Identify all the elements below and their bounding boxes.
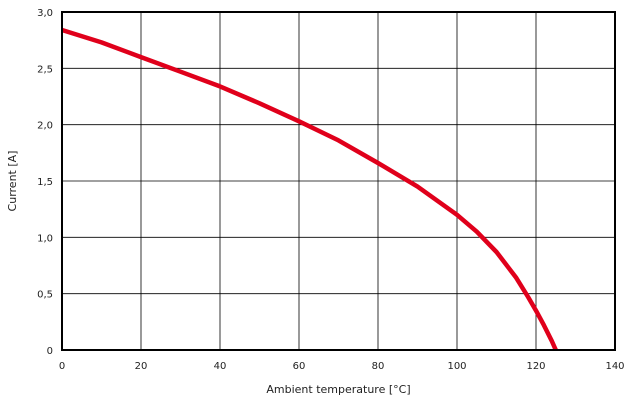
y-tick-labels: 0 0,5 1,0 1,5 2,0 2,5 3,0	[37, 8, 53, 357]
x-tick-label: 0	[59, 361, 65, 372]
x-tick-label: 40	[214, 361, 227, 372]
x-tick-label: 60	[293, 361, 306, 372]
y-tick-label: 3,0	[37, 8, 53, 19]
y-tick-label: 1,0	[37, 233, 53, 244]
x-tick-label: 80	[372, 361, 385, 372]
x-axis-title: Ambient temperature [°C]	[266, 383, 410, 396]
x-tick-label: 100	[447, 361, 466, 372]
plot-frame	[61, 11, 616, 351]
grid	[61, 11, 616, 351]
series-line	[61, 27, 558, 351]
y-axis-title: Current [A]	[6, 151, 19, 212]
series-layer	[61, 27, 558, 351]
y-tick-label: 0	[47, 346, 53, 357]
x-tick-label: 20	[135, 361, 148, 372]
x-tick-label: 140	[605, 361, 624, 372]
x-tick-labels: 0 20 40 60 80 100 120 140	[59, 361, 624, 372]
y-tick-label: 2,5	[37, 64, 53, 75]
y-tick-label: 2,0	[37, 121, 53, 132]
y-tick-label: 1,5	[37, 177, 53, 188]
x-tick-label: 120	[526, 361, 545, 372]
y-tick-label: 0,5	[37, 290, 53, 301]
